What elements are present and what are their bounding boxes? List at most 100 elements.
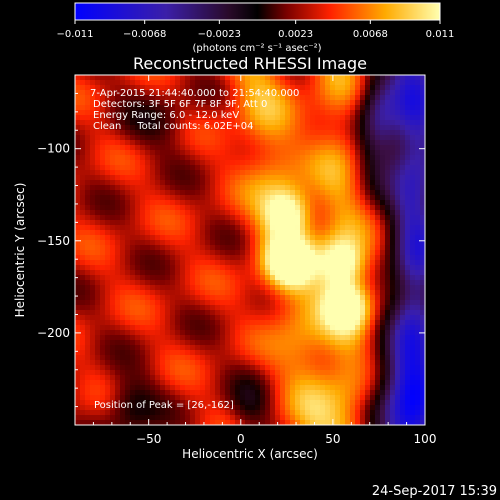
heatmap-cell	[285, 220, 290, 225]
heatmap-cell	[245, 175, 250, 180]
heatmap-cell	[330, 225, 335, 230]
heatmap-cell	[80, 370, 85, 375]
heatmap-cell	[305, 140, 310, 145]
heatmap-cell	[160, 315, 165, 320]
heatmap-cell	[340, 175, 345, 180]
heatmap-cell	[260, 135, 265, 140]
heatmap-cell	[285, 255, 290, 260]
heatmap-cell	[145, 145, 150, 150]
heatmap-cell	[410, 395, 415, 400]
heatmap-cell	[285, 365, 290, 370]
heatmap-cell	[420, 170, 425, 175]
heatmap-cell	[165, 240, 170, 245]
heatmap-cell	[85, 365, 90, 370]
heatmap-cell	[300, 390, 305, 395]
colorbar-ticks: −0.011 −0.0068 −0.0023 0.0023 0.0068 0.011	[56, 20, 454, 40]
heatmap-cell	[345, 305, 350, 310]
heatmap-cell	[215, 170, 220, 175]
heatmap-cell	[160, 90, 165, 95]
heatmap-cell	[310, 130, 315, 135]
heatmap-cell	[160, 175, 165, 180]
heatmap-cell	[325, 360, 330, 365]
heatmap-cell	[125, 345, 130, 350]
heatmap-cell	[175, 345, 180, 350]
heatmap-cell	[85, 130, 90, 135]
heatmap-cell	[80, 315, 85, 320]
heatmap-cell	[315, 265, 320, 270]
heatmap-cell	[385, 200, 390, 205]
heatmap-cell	[195, 350, 200, 355]
heatmap-cell	[180, 110, 185, 115]
heatmap-cell	[75, 390, 80, 395]
heatmap-cell	[420, 235, 425, 240]
heatmap-cell	[210, 210, 215, 215]
heatmap-cell	[125, 280, 130, 285]
heatmap-cell	[175, 240, 180, 245]
heatmap-cell	[345, 205, 350, 210]
heatmap-cell	[270, 220, 275, 225]
heatmap-cell	[105, 100, 110, 105]
heatmap-cell	[230, 175, 235, 180]
heatmap-cell	[275, 240, 280, 245]
heatmap-cell	[90, 285, 95, 290]
heatmap-cell	[190, 225, 195, 230]
heatmap-cell	[400, 370, 405, 375]
heatmap-cell	[330, 190, 335, 195]
heatmap-cell	[395, 270, 400, 275]
heatmap-cell	[415, 400, 420, 405]
heatmap-cell	[200, 290, 205, 295]
heatmap-cell	[95, 105, 100, 110]
heatmap-cell	[100, 140, 105, 145]
heatmap-cell	[200, 355, 205, 360]
heatmap-cell	[140, 110, 145, 115]
heatmap-cell	[405, 350, 410, 355]
heatmap-cell	[320, 160, 325, 165]
heatmap-cell	[95, 420, 100, 425]
heatmap-cell	[255, 270, 260, 275]
heatmap-cell	[365, 265, 370, 270]
heatmap-cell	[210, 245, 215, 250]
heatmap-cell	[225, 320, 230, 325]
heatmap-cell	[400, 365, 405, 370]
heatmap-cell	[360, 95, 365, 100]
heatmap-cell	[275, 345, 280, 350]
heatmap-cell	[335, 150, 340, 155]
heatmap-cell	[225, 395, 230, 400]
heatmap-cell	[325, 395, 330, 400]
heatmap-cell	[200, 280, 205, 285]
heatmap-cell	[270, 200, 275, 205]
heatmap-cell	[235, 365, 240, 370]
heatmap-cell	[305, 105, 310, 110]
heatmap-cell	[85, 175, 90, 180]
heatmap-cell	[85, 335, 90, 340]
heatmap-cell	[415, 195, 420, 200]
heatmap-cell	[420, 395, 425, 400]
heatmap-cell	[390, 230, 395, 235]
heatmap-cell	[295, 345, 300, 350]
heatmap-cell	[90, 370, 95, 375]
heatmap-cell	[165, 300, 170, 305]
heatmap-cell	[305, 320, 310, 325]
heatmap-cell	[285, 100, 290, 105]
heatmap-cell	[200, 285, 205, 290]
heatmap-cell	[135, 155, 140, 160]
heatmap-cell	[180, 115, 185, 120]
heatmap-cell	[105, 180, 110, 185]
heatmap-cell	[410, 215, 415, 220]
heatmap-cell	[415, 355, 420, 360]
heatmap-cell	[145, 85, 150, 90]
heatmap-cell	[350, 235, 355, 240]
heatmap-cell	[115, 80, 120, 85]
heatmap-cell	[205, 370, 210, 375]
heatmap-cell	[345, 265, 350, 270]
heatmap-cell	[260, 170, 265, 175]
heatmap-cell	[355, 295, 360, 300]
heatmap-cell	[360, 315, 365, 320]
heatmap-cell	[255, 175, 260, 180]
heatmap-cell	[205, 165, 210, 170]
heatmap-cell	[95, 300, 100, 305]
heatmap-cell	[95, 315, 100, 320]
heatmap-cell	[370, 300, 375, 305]
heatmap-cell	[110, 380, 115, 385]
heatmap-cell	[415, 415, 420, 420]
